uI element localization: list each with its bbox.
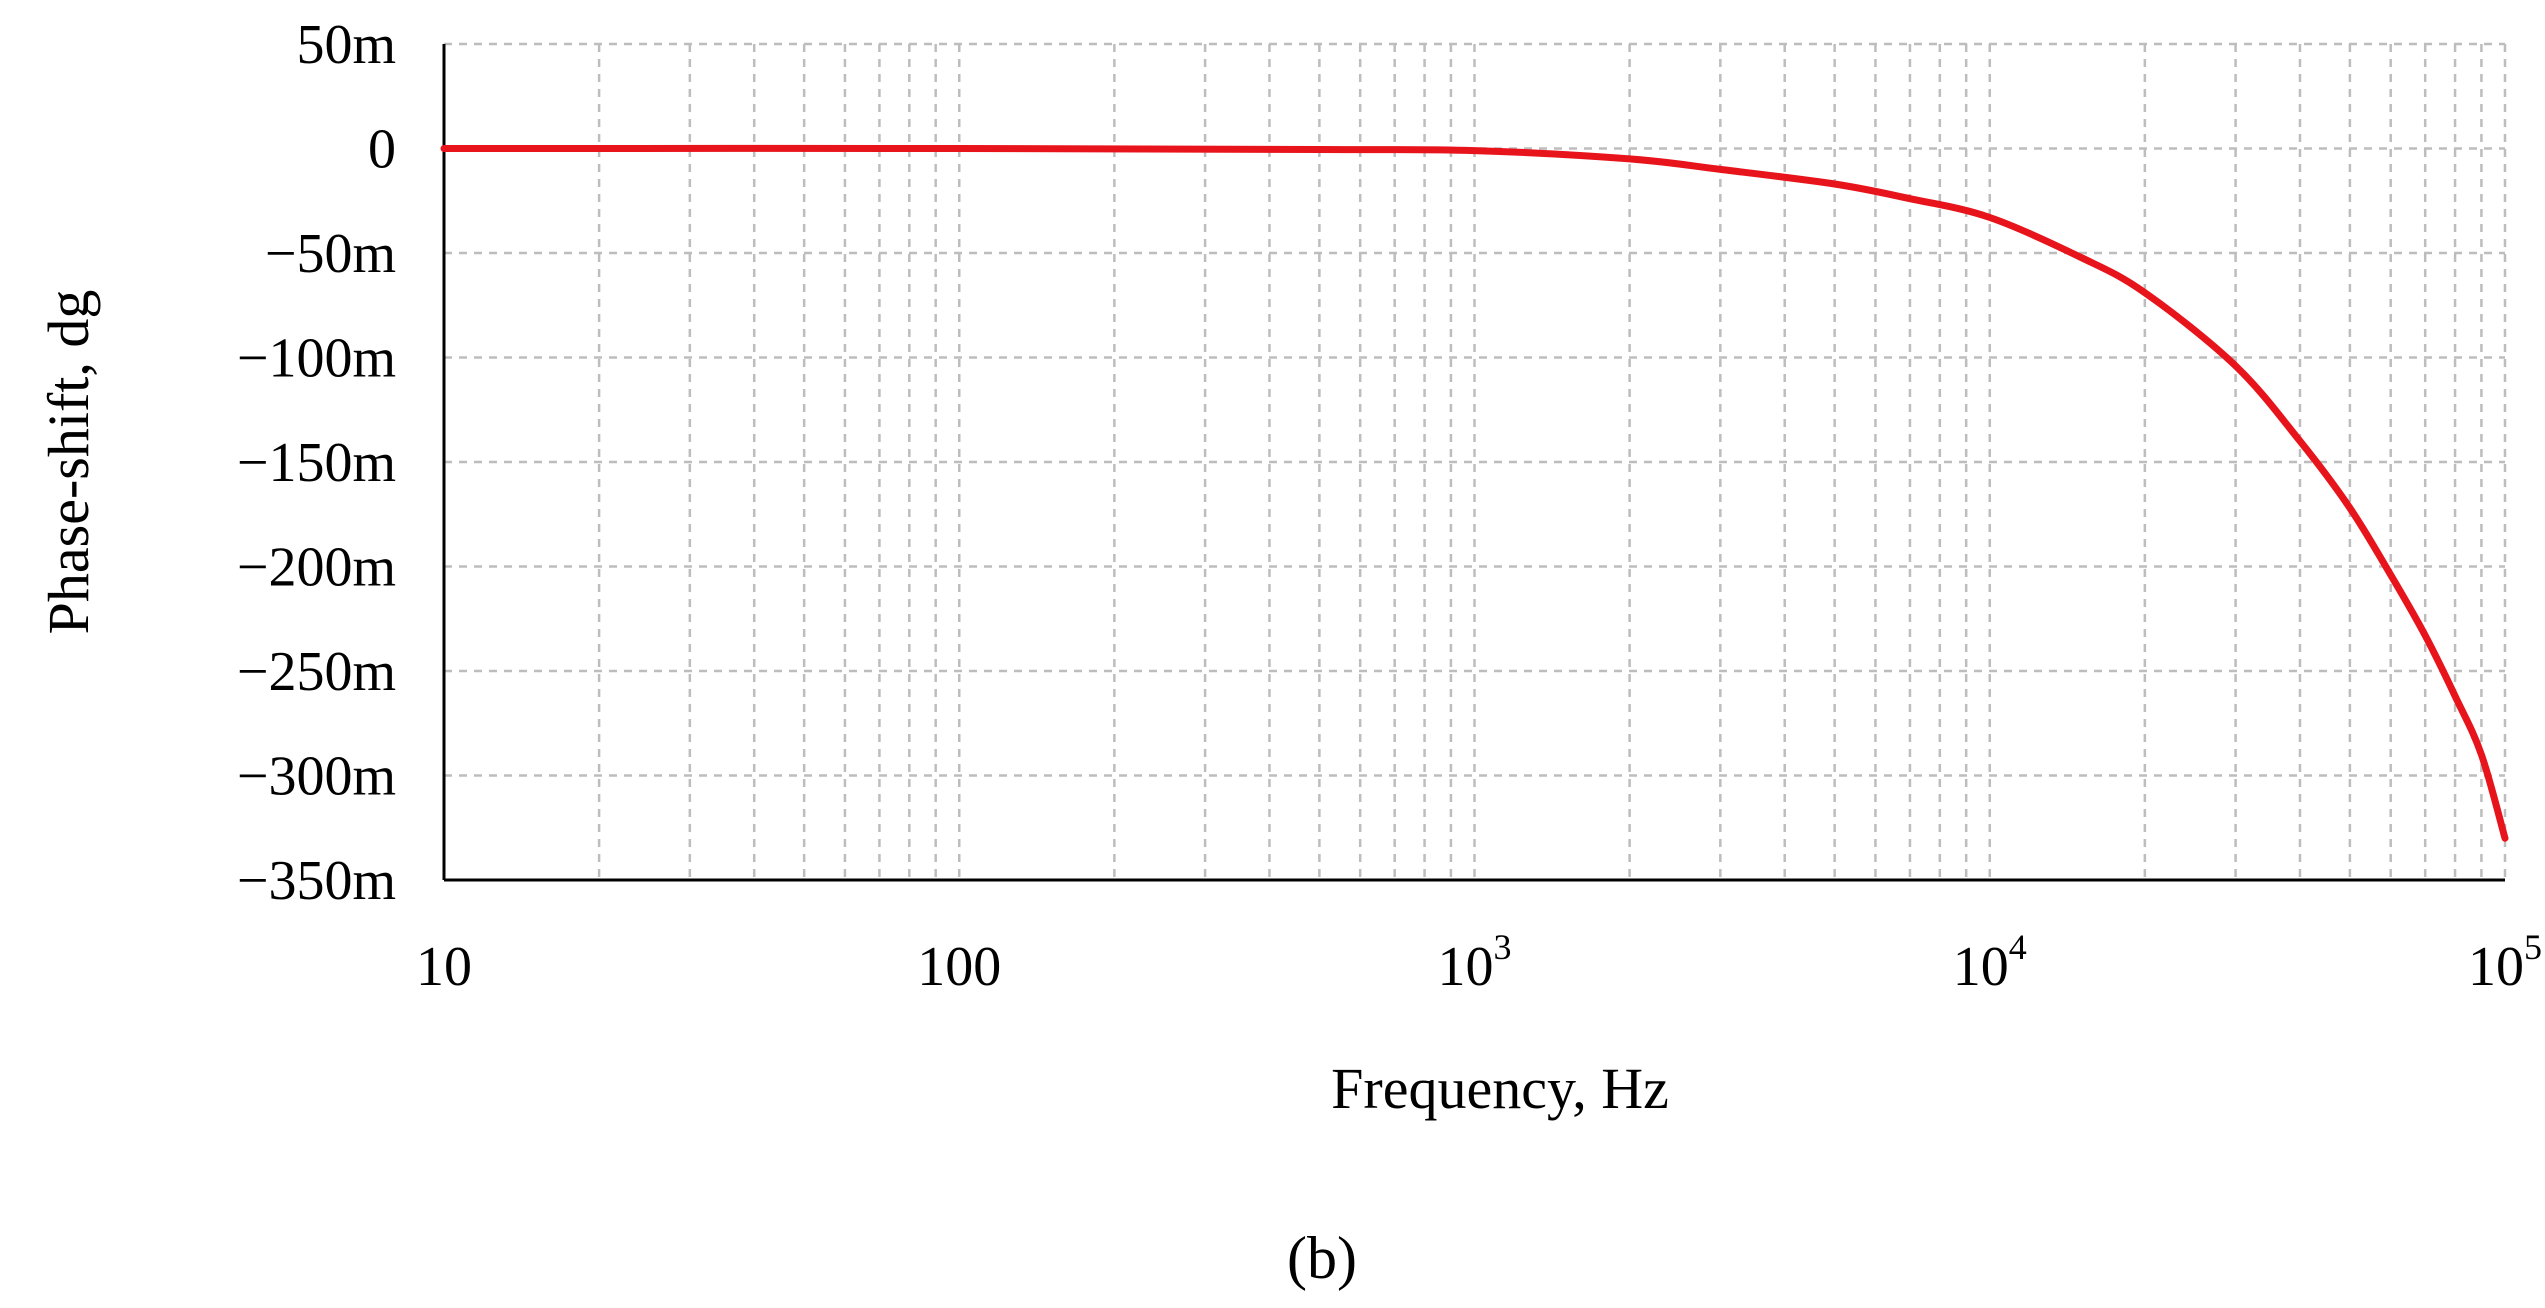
y-tick-labels: 50m 0 −50m −100m −150m −200m −250m −300m −350m <box>237 14 396 912</box>
y-tick-label: −100m <box>237 328 396 390</box>
x-tick-exponent: 3 <box>1494 927 1512 967</box>
x-tick-base: 10 <box>1953 936 2009 998</box>
x-tick-exponent: 4 <box>2009 927 2027 967</box>
y-tick-label: −350m <box>237 850 396 912</box>
y-tick-label: −50m <box>265 223 396 285</box>
series-layer <box>440 144 2509 842</box>
grid <box>444 42 2507 880</box>
y-tick-label: −250m <box>237 641 396 703</box>
x-tick-exponent: 5 <box>2524 927 2542 967</box>
x-tick-base: 10 <box>1438 936 1494 998</box>
x-tick-base: 10 <box>416 936 472 998</box>
y-tick-label: 0 <box>368 119 396 181</box>
y-tick-label: −150m <box>237 432 396 494</box>
axes <box>442 44 2505 882</box>
x-tick-label: 105 <box>2468 927 2542 998</box>
y-axis-title: Phase-shift, dg <box>36 290 101 635</box>
x-tick-label: 103 <box>1438 927 1512 998</box>
x-tick-label: 10 <box>416 936 472 998</box>
x-tick-labels: 10 100 103 104 105 <box>416 927 2542 998</box>
y-tick-label: 50m <box>296 14 396 76</box>
y-tick-label: −300m <box>237 746 396 808</box>
x-tick-label: 100 <box>917 936 1001 998</box>
series-line-phase-shift <box>440 144 2509 842</box>
figure-caption: (b) <box>1287 1225 1357 1291</box>
x-tick-label: 104 <box>1953 927 2027 998</box>
y-tick-label: −200m <box>237 537 396 599</box>
x-tick-base: 10 <box>2468 936 2524 998</box>
x-tick-base: 100 <box>917 936 1001 998</box>
x-axis-title: Frequency, Hz <box>1331 1056 1669 1121</box>
